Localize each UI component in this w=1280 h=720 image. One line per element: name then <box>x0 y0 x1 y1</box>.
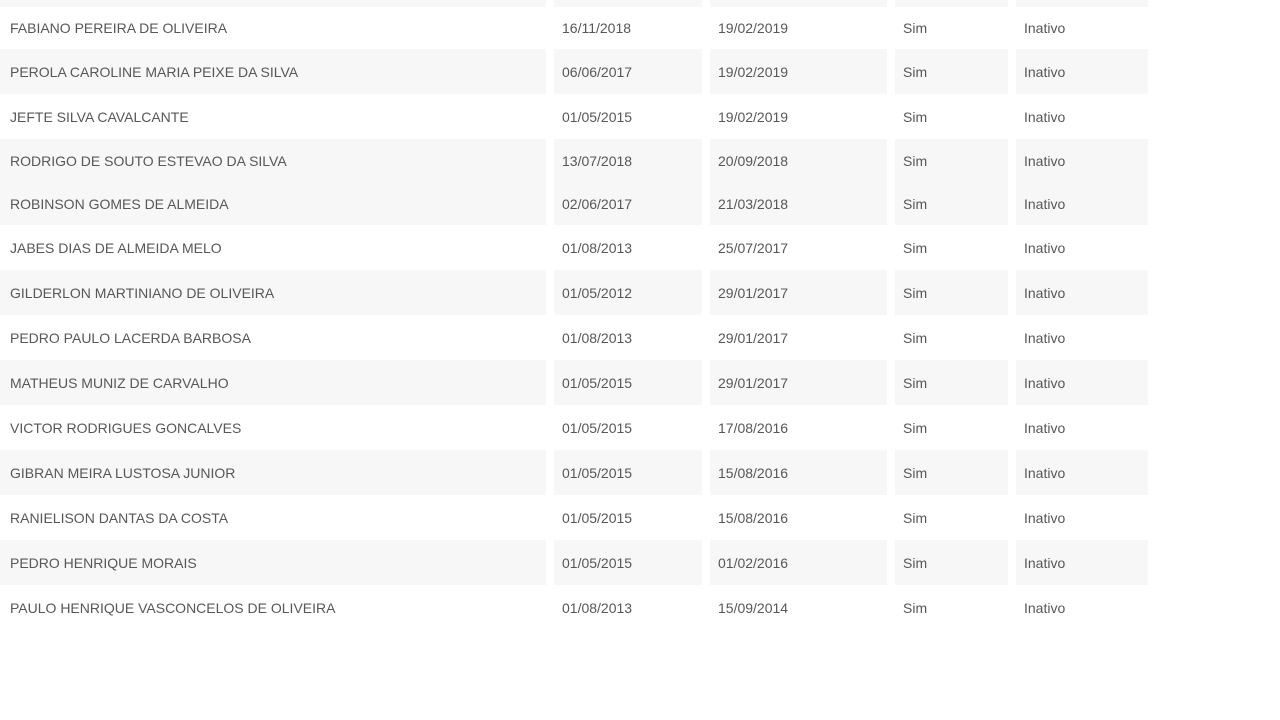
cell-status: Inativo <box>1024 419 1066 436</box>
partial-table-row <box>0 0 1148 7</box>
cell-flag: Sim <box>903 599 928 616</box>
cell-name: PEROLA CAROLINE MARIA PEIXE DA SILVA <box>0 49 546 94</box>
cell-date-start: 16/11/2018 <box>562 20 632 36</box>
cell-flag: Sim <box>895 270 1008 315</box>
cell-date-end: 21/03/2018 <box>710 182 887 225</box>
cell-name: PAULO HENRIQUE VASCONCELOS DE OLIVEIRA <box>10 599 336 616</box>
cell-date-end: 19/02/2019 <box>718 20 789 36</box>
cell-flag: Sim <box>903 329 928 346</box>
table-row: VICTOR RODRIGUES GONCALVES 01/05/2015 17… <box>0 405 1148 450</box>
cell-name: MATHEUS MUNIZ DE CARVALHO <box>0 360 546 405</box>
cell-date-end: 01/02/2016 <box>710 540 887 585</box>
cell-status: Inativo <box>1016 139 1148 182</box>
cell-flag: Sim <box>903 419 928 436</box>
table-row: PEDRO PAULO LACERDA BARBOSA 01/08/2013 2… <box>0 315 1148 360</box>
partial-cell-name <box>0 0 546 7</box>
cell-name: RODRIGO DE SOUTO ESTEVAO DA SILVA <box>0 139 546 182</box>
cell-date-end: 15/08/2016 <box>718 509 789 526</box>
cell-date-end: 15/09/2014 <box>718 599 789 616</box>
cell-name: PEDRO HENRIQUE MORAIS <box>0 540 546 585</box>
table-row: GILDERLON MARTINIANO DE OLIVEIRA 01/05/2… <box>0 270 1148 315</box>
cell-name: VICTOR RODRIGUES GONCALVES <box>10 419 242 436</box>
cell-date-start: 01/05/2015 <box>562 108 633 125</box>
cell-date-end: 29/01/2017 <box>718 329 789 346</box>
cell-status: Inativo <box>1016 182 1148 225</box>
cell-flag: Sim <box>903 108 928 125</box>
partial-cell-status <box>1016 0 1148 7</box>
cell-status: Inativo <box>1024 239 1066 256</box>
cell-date-start: 02/06/2017 <box>554 182 702 225</box>
cell-flag: Sim <box>903 239 928 256</box>
cell-date-end: 25/07/2017 <box>718 239 789 256</box>
cell-date-end: 19/02/2019 <box>718 108 789 125</box>
cell-flag: Sim <box>895 49 1008 94</box>
table-row: JABES DIAS DE ALMEIDA MELO 01/08/2013 25… <box>0 225 1148 270</box>
cell-status: Inativo <box>1024 599 1066 616</box>
table-row: MATHEUS MUNIZ DE CARVALHO 01/05/2015 29/… <box>0 360 1148 405</box>
partial-cell-flag <box>895 0 1008 7</box>
table-row: RODRIGO DE SOUTO ESTEVAO DA SILVA 13/07/… <box>0 139 1148 182</box>
cell-date-start: 01/08/2013 <box>562 239 633 256</box>
cell-date-start: 01/05/2012 <box>554 270 702 315</box>
cell-flag: Sim <box>895 540 1008 585</box>
table-row: ROBINSON GOMES DE ALMEIDA 02/06/2017 21/… <box>0 182 1148 225</box>
cell-name: ROBINSON GOMES DE ALMEIDA <box>0 182 546 225</box>
cell-flag: Sim <box>895 450 1008 495</box>
cell-flag: Sim <box>903 509 928 526</box>
cell-date-start: 01/05/2015 <box>554 450 702 495</box>
cell-date-start: 06/06/2017 <box>554 49 702 94</box>
cell-status: Inativo <box>1016 270 1148 315</box>
table-row: PEROLA CAROLINE MARIA PEIXE DA SILVA 06/… <box>0 49 1148 94</box>
partial-cell-date-start <box>554 0 702 7</box>
cell-status: Inativo <box>1024 509 1066 526</box>
cell-date-end: 19/02/2019 <box>710 49 887 94</box>
cell-status: Inativo <box>1016 540 1148 585</box>
cell-date-start: 13/07/2018 <box>554 139 702 182</box>
cell-date-end: 20/09/2018 <box>710 139 887 182</box>
cell-name: GIBRAN MEIRA LUSTOSA JUNIOR <box>0 450 546 495</box>
cell-name: RANIELISON DANTAS DA COSTA <box>10 509 229 526</box>
table-row: PAULO HENRIQUE VASCONCELOS DE OLIVEIRA 0… <box>0 585 1148 630</box>
cell-flag: Sim <box>895 182 1008 225</box>
table-body: FABIANO PEREIRA DE OLIVEIRA 16/11/2018 1… <box>0 7 1148 630</box>
cell-date-start: 01/08/2013 <box>562 599 633 616</box>
table-row: PEDRO HENRIQUE MORAIS 01/05/2015 01/02/2… <box>0 540 1148 585</box>
cell-status: Inativo <box>1016 49 1148 94</box>
cell-date-end: 29/01/2017 <box>710 270 887 315</box>
partial-cell-date-end <box>710 0 887 7</box>
cell-status: Inativo <box>1024 329 1066 346</box>
cell-date-end: 17/08/2016 <box>718 419 789 436</box>
cell-date-start: 01/05/2015 <box>554 360 702 405</box>
cell-status: Inativo <box>1016 450 1148 495</box>
cell-flag: Sim <box>903 20 928 36</box>
cell-date-start: 01/05/2015 <box>554 540 702 585</box>
cell-status: Inativo <box>1024 20 1066 36</box>
table-row: GIBRAN MEIRA LUSTOSA JUNIOR 01/05/2015 1… <box>0 450 1148 495</box>
cell-name: PEDRO PAULO LACERDA BARBOSA <box>10 329 251 346</box>
cell-name: FABIANO PEREIRA DE OLIVEIRA <box>10 20 228 36</box>
cell-date-start: 01/05/2015 <box>562 509 633 526</box>
table-row: JEFTE SILVA CAVALCANTE 01/05/2015 19/02/… <box>0 94 1148 139</box>
cell-date-end: 15/08/2016 <box>710 450 887 495</box>
cell-name: JABES DIAS DE ALMEIDA MELO <box>10 239 222 256</box>
cell-flag: Sim <box>895 360 1008 405</box>
cell-date-start: 01/08/2013 <box>562 329 633 346</box>
cell-name: GILDERLON MARTINIANO DE OLIVEIRA <box>0 270 546 315</box>
records-table: FABIANO PEREIRA DE OLIVEIRA 16/11/2018 1… <box>0 0 1148 630</box>
cell-flag: Sim <box>895 139 1008 182</box>
table-row: RANIELISON DANTAS DA COSTA 01/05/2015 15… <box>0 495 1148 540</box>
cell-date-end: 29/01/2017 <box>710 360 887 405</box>
cell-name: JEFTE SILVA CAVALCANTE <box>10 108 189 125</box>
cell-date-start: 01/05/2015 <box>562 419 633 436</box>
table-row: FABIANO PEREIRA DE OLIVEIRA 16/11/2018 1… <box>0 7 1148 49</box>
cell-status: Inativo <box>1016 360 1148 405</box>
cell-status: Inativo <box>1024 108 1066 125</box>
